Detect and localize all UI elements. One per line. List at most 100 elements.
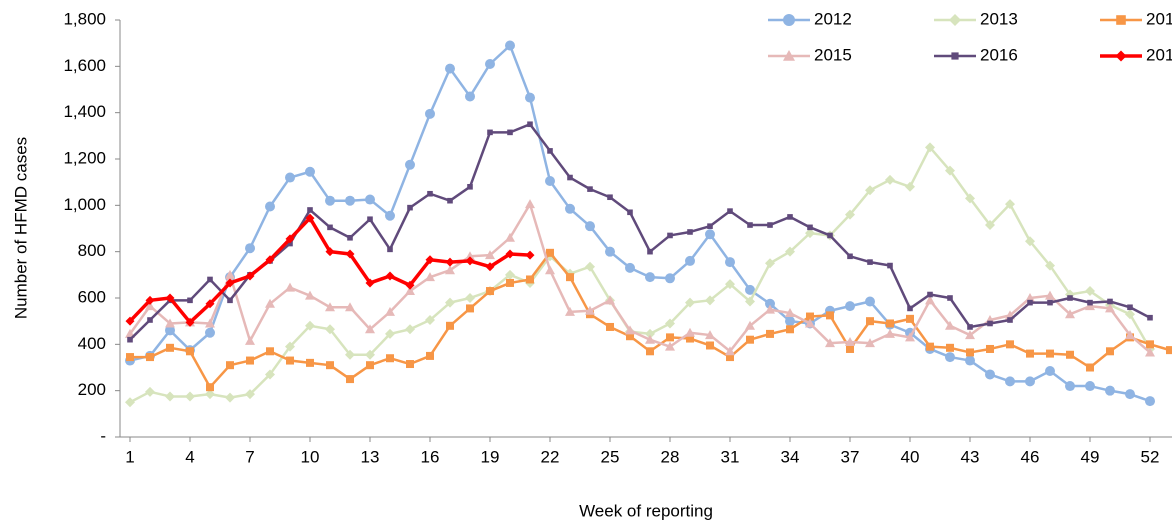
marker [445, 265, 455, 275]
marker [966, 348, 974, 357]
marker [405, 324, 415, 335]
marker [486, 287, 494, 296]
marker [445, 257, 455, 267]
marker [445, 63, 455, 74]
marker [665, 273, 675, 284]
marker [165, 293, 175, 303]
marker [805, 228, 815, 239]
marker [225, 278, 235, 288]
marker [206, 383, 214, 392]
marker [705, 295, 715, 306]
marker [985, 220, 995, 231]
marker [386, 354, 394, 363]
marker [286, 356, 294, 365]
marker [625, 262, 635, 273]
marker [745, 320, 755, 330]
marker [607, 194, 613, 201]
marker [725, 346, 735, 356]
marker [1046, 349, 1054, 358]
legend-marker [951, 52, 959, 60]
marker [765, 298, 775, 309]
marker [665, 341, 675, 351]
marker [347, 234, 353, 241]
marker [826, 311, 834, 320]
marker [865, 185, 875, 196]
marker [626, 332, 634, 341]
marker [447, 197, 453, 204]
marker [325, 302, 335, 312]
marker [1105, 385, 1115, 396]
marker [525, 199, 535, 209]
marker [787, 214, 793, 220]
marker [365, 278, 375, 288]
marker [205, 299, 215, 309]
marker [385, 210, 395, 221]
marker [527, 121, 533, 128]
marker [1026, 349, 1034, 358]
legend-label: 2016 [980, 45, 1018, 64]
marker [265, 201, 275, 212]
marker [225, 269, 235, 279]
marker [345, 195, 355, 206]
marker [685, 255, 695, 266]
marker [425, 108, 435, 119]
marker [746, 335, 754, 344]
marker [145, 301, 155, 311]
marker [285, 282, 295, 292]
marker [1047, 299, 1053, 306]
marker [1045, 365, 1055, 376]
marker [687, 229, 693, 235]
marker [1045, 290, 1055, 300]
x-axis-title: Week of reporting [579, 501, 713, 520]
marker [265, 298, 275, 308]
marker [365, 324, 375, 334]
x-tick-label: 28 [661, 447, 680, 466]
legend-label: 2013 [980, 9, 1018, 28]
marker [1105, 303, 1115, 313]
marker [467, 184, 473, 190]
marker [545, 176, 555, 187]
marker [765, 304, 775, 314]
marker [927, 291, 933, 298]
marker [865, 296, 875, 307]
marker [245, 335, 255, 345]
marker [705, 229, 715, 240]
marker [145, 295, 155, 305]
marker [1007, 317, 1013, 323]
marker [127, 336, 133, 343]
marker [346, 375, 354, 384]
x-tick-label: 40 [901, 447, 920, 466]
marker [745, 296, 755, 307]
marker [685, 327, 695, 337]
marker [565, 306, 575, 316]
marker [466, 304, 474, 313]
marker [645, 272, 655, 283]
x-tick-label: 46 [1021, 447, 1040, 466]
marker [1125, 309, 1135, 320]
y-tick-label: 1,200 [63, 148, 106, 167]
marker [786, 325, 794, 334]
marker [427, 190, 433, 197]
marker [245, 271, 255, 281]
y-tick-label: 200 [78, 380, 106, 399]
marker [1127, 304, 1133, 311]
marker [666, 333, 674, 342]
marker [785, 316, 795, 327]
marker [906, 314, 914, 323]
marker [1065, 309, 1075, 319]
marker [1147, 314, 1153, 321]
x-tick-label: 1 [125, 447, 134, 466]
marker [365, 194, 375, 205]
marker [326, 361, 334, 370]
marker [405, 286, 415, 296]
x-tick-label: 49 [1081, 447, 1100, 466]
marker [146, 353, 154, 362]
marker [1086, 363, 1094, 372]
marker [387, 246, 393, 253]
marker [425, 255, 435, 265]
marker [747, 222, 753, 228]
marker [606, 322, 614, 331]
marker [165, 391, 175, 402]
marker [185, 391, 195, 402]
marker [986, 344, 994, 353]
